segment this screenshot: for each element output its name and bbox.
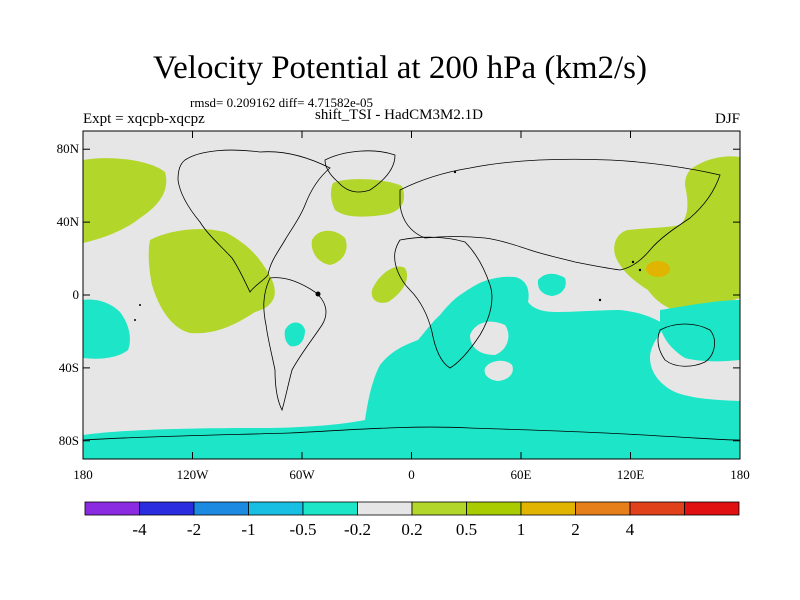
- lon-tick-label: 0: [408, 467, 415, 482]
- tropical-atlantic-positive-blob: [371, 266, 408, 303]
- lon-tick-label: 180: [730, 467, 750, 482]
- colorbar-swatch: [466, 501, 522, 516]
- colorbar-label: 0.2: [401, 520, 422, 539]
- colorbar-swatch: [520, 501, 576, 516]
- island-dot: [598, 298, 602, 302]
- colorbar-label: -0.5: [290, 520, 317, 539]
- colorbar-label: 1: [517, 520, 526, 539]
- map-panel: [83, 131, 761, 459]
- lon-tick-label: 120E: [617, 467, 645, 482]
- lat-tick-label: 80N: [57, 141, 80, 156]
- lat-tick-label: 80S: [59, 433, 79, 448]
- island-dot: [631, 260, 635, 264]
- lat-tick-label: 40S: [59, 360, 79, 375]
- arabian-sea-negative-blob: [537, 273, 566, 296]
- atlantic-positive-blob: [311, 230, 347, 265]
- lat-tick-label: 40N: [57, 214, 80, 229]
- season-label: DJF: [714, 111, 740, 127]
- island-dot: [139, 304, 141, 306]
- australia-coast: [657, 323, 715, 367]
- antarctica-coast: [83, 426, 740, 441]
- colorbar-swatch: [248, 501, 304, 516]
- negative-contour-regions: [83, 273, 740, 459]
- colorbar-swatch: [302, 501, 358, 516]
- island-dot: [453, 170, 457, 174]
- africa-coast: [394, 236, 493, 369]
- experiment-label: Expt = xqcpb-xqcpz: [83, 111, 205, 127]
- longitude-axis: 180 120W 60W 0 60E 120E 180: [73, 131, 750, 482]
- colorbar-swatch: [193, 501, 249, 516]
- island-dot: [638, 268, 642, 272]
- colorbar-label: 0.5: [456, 520, 477, 539]
- colorbar-swatch: [575, 501, 631, 516]
- rmsd-diff-stats: rmsd= 0.209162 diff= 4.71582e-05: [190, 95, 374, 110]
- island-dot: [759, 329, 761, 331]
- positive-contour-regions: [83, 156, 740, 334]
- colorbar-label: -2: [187, 520, 201, 539]
- south-atlantic-neutral-hole: [484, 360, 513, 381]
- colorbar-label: 2: [571, 520, 580, 539]
- colorbar-label: -1: [241, 520, 255, 539]
- plot-title: Velocity Potential at 200 hPa (km2/s): [152, 50, 648, 86]
- greenland-coast: [324, 150, 396, 193]
- western-pacific-positive-region: [614, 156, 740, 312]
- colorbar-swatch: [411, 501, 467, 516]
- neutral-holes: [470, 321, 513, 381]
- colorbar-swatch: [357, 501, 413, 516]
- south-america-negative-blob: [284, 322, 305, 347]
- western-pacific-south-negative-region: [660, 300, 740, 362]
- north-america-coast: [177, 149, 331, 293]
- colorbar-label: -4: [132, 520, 147, 539]
- pacific-positive-region: [148, 229, 275, 334]
- coastlines: [83, 149, 740, 441]
- southern-ocean-negative-region: [83, 276, 740, 459]
- western-pacific-high-region: [646, 261, 670, 277]
- lat-tick-label: 0: [73, 287, 80, 302]
- model-label: shift_TSI - HadCM3M2.1D: [315, 107, 483, 123]
- lon-tick-label: 60E: [511, 467, 532, 482]
- colorbar-swatch: [629, 501, 685, 516]
- island-dot: [134, 319, 136, 321]
- colorbar-label: -0.2: [344, 520, 371, 539]
- colorbar-swatch: [684, 501, 740, 516]
- latitude-axis: 80N 40N 0 40S 80S: [57, 141, 740, 448]
- indian-ocean-neutral-hole: [470, 321, 509, 355]
- colorbar-swatch: [84, 501, 140, 516]
- eurasia-coast: [399, 158, 721, 271]
- island-markers: [134, 170, 761, 331]
- lon-tick-label: 120W: [177, 467, 210, 482]
- colorbar: -4 -2 -1 -0.5 -0.2 0.2 0.5 1 2 4: [84, 501, 740, 539]
- colorbar-swatch: [139, 501, 195, 516]
- atlantic-north-positive-region: [330, 179, 405, 217]
- lon-tick-label: 60W: [289, 467, 315, 482]
- north-pacific-positive-region: [83, 158, 167, 243]
- island-dot: [315, 291, 321, 297]
- south-pacific-negative-region: [83, 299, 130, 359]
- colorbar-label: 4: [626, 520, 635, 539]
- lon-tick-label: 180: [73, 467, 93, 482]
